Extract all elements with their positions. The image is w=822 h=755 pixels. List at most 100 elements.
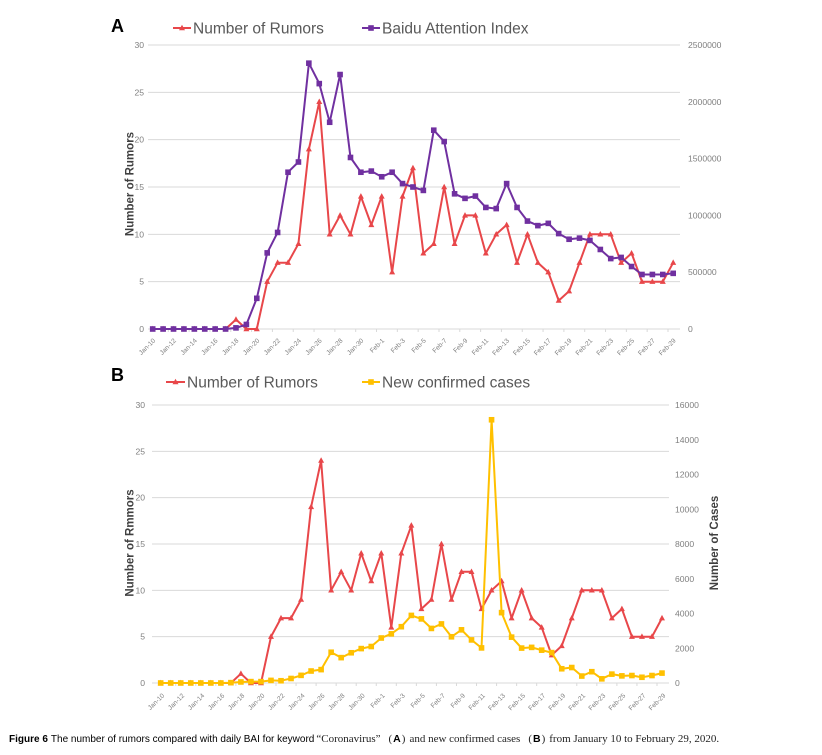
data-point-baidu-attention-index: [233, 325, 239, 331]
data-point-baidu-attention-index: [399, 180, 406, 187]
data-point-new-confirmed-cases: [448, 633, 455, 640]
data-point-number-of-rumors: [576, 259, 583, 265]
x-tick-label: Jan-18: [221, 337, 240, 356]
data-point-new-confirmed-cases: [609, 671, 615, 677]
y-tick-label-left: 5: [139, 277, 144, 287]
data-point-number-of-rumors: [545, 268, 552, 275]
data-point-baidu-attention-index: [430, 127, 437, 133]
data-point-new-confirmed-cases: [378, 635, 385, 641]
data-point-number-of-rumors: [638, 633, 645, 639]
x-tick-label: Feb-1: [370, 692, 387, 709]
data-point-number-of-rumors: [586, 231, 593, 237]
panel-label-a: A: [111, 16, 124, 36]
data-point-new-confirmed-cases: [568, 664, 575, 671]
chart-b: B Number of Rumors New confirmed cases N…: [111, 365, 721, 712]
data-point-new-confirmed-cases: [208, 680, 214, 686]
x-tick-label: Feb-11: [471, 337, 491, 357]
x-tick-label: Feb-13: [487, 692, 507, 712]
data-point-number-of-rumors: [243, 325, 250, 332]
data-point-number-of-rumors: [538, 624, 545, 630]
y-tick-label-right: 8000: [675, 539, 694, 549]
x-tick-label: Feb-13: [491, 337, 511, 357]
data-point-baidu-attention-index: [149, 326, 156, 332]
data-point-new-confirmed-cases: [629, 672, 635, 679]
y-tick-label-left: 20: [135, 493, 145, 503]
data-point-baidu-attention-index: [514, 204, 520, 211]
data-point-number-of-rumors: [534, 259, 541, 265]
data-point-new-confirmed-cases: [508, 634, 515, 640]
data-point-baidu-attention-index: [274, 229, 281, 236]
data-point-number-of-rumors: [508, 614, 515, 621]
data-point-new-confirmed-cases: [488, 416, 495, 423]
data-point-new-confirmed-cases: [558, 665, 565, 672]
data-point-number-of-rumors: [305, 145, 312, 152]
data-point-number-of-rumors: [649, 278, 656, 284]
x-tick-label: Feb-25: [608, 692, 628, 712]
data-point-number-of-rumors: [670, 259, 677, 265]
data-point-new-confirmed-cases: [318, 666, 324, 673]
plot-area-b: 0 5 10 15 20 25 30 0 2000 4000 6000 8000 10000 12000 1…: [135, 400, 699, 712]
y-tick-label-left: 15: [134, 182, 144, 192]
data-point-baidu-attention-index: [243, 321, 250, 328]
legend-a: Number of Rumors Baidu Attention Index: [173, 21, 529, 38]
x-tick-label: Jan-12: [167, 692, 186, 711]
data-point-baidu-attention-index: [597, 246, 604, 253]
y-tick-label-right: 6000: [675, 574, 694, 584]
x-tick-label: Jan-10: [147, 692, 166, 711]
data-point-new-confirmed-cases: [418, 616, 425, 622]
x-tick-label: Jan-18: [227, 692, 246, 711]
x-tick-label: Feb-29: [648, 692, 668, 712]
x-tick-label: Jan-24: [284, 337, 303, 356]
data-point-new-confirmed-cases: [157, 680, 164, 686]
series-baidu-attention-index: [149, 60, 676, 332]
x-tick-label: Feb-7: [430, 692, 447, 709]
data-point-baidu-attention-index: [524, 218, 531, 224]
data-point-number-of-rumors: [316, 98, 323, 104]
data-point-baidu-attention-index: [483, 204, 489, 211]
y-tick-label-left: 10: [134, 229, 144, 239]
panel-label-b: B: [111, 365, 124, 385]
data-point-number-of-rumors: [555, 297, 562, 303]
data-point-baidu-attention-index: [472, 193, 479, 199]
x-tick-label: Feb-25: [616, 337, 636, 357]
data-point-number-of-rumors: [597, 231, 604, 237]
data-point-number-of-rumors: [308, 503, 315, 510]
square-marker-icon: [368, 379, 374, 385]
x-tick-label: Feb-5: [411, 337, 428, 354]
x-tick-label: Feb-9: [452, 337, 469, 354]
data-point-baidu-attention-index: [337, 71, 343, 78]
x-tick-label: Feb-21: [575, 337, 595, 357]
caption-panel-a-ref: A: [393, 733, 401, 745]
data-point-number-of-rumors: [295, 240, 302, 246]
x-tick-label: Feb-11: [468, 692, 488, 712]
data-point-number-of-rumors: [438, 540, 445, 547]
data-point-baidu-attention-index: [628, 263, 635, 270]
data-point-new-confirmed-cases: [468, 637, 475, 643]
data-point-baidu-attention-index: [503, 180, 510, 187]
data-point-new-confirmed-cases: [298, 672, 304, 679]
data-point-baidu-attention-index: [347, 154, 354, 161]
x-tick-label: Feb-23: [588, 692, 608, 712]
x-tick-label: Feb-5: [410, 692, 427, 709]
data-point-number-of-rumors: [408, 522, 415, 528]
data-point-number-of-rumors: [628, 633, 635, 639]
data-point-number-of-rumors: [608, 614, 615, 621]
data-point-new-confirmed-cases: [308, 668, 314, 674]
data-point-number-of-rumors: [448, 596, 455, 602]
caption-paren-close: ): [401, 733, 406, 745]
data-point-baidu-attention-index: [201, 326, 208, 332]
x-tick-label: Feb-27: [637, 337, 657, 357]
data-point-baidu-attention-index: [420, 187, 427, 194]
data-point-new-confirmed-cases: [659, 670, 665, 676]
data-point-baidu-attention-index: [659, 271, 666, 278]
legend-label-rumors: Number of Rumors: [187, 375, 318, 392]
y-tick-label-left: 30: [134, 40, 144, 50]
data-point-new-confirmed-cases: [619, 673, 625, 679]
data-point-number-of-rumors: [420, 249, 427, 256]
data-point-baidu-attention-index: [306, 60, 312, 66]
data-point-new-confirmed-cases: [408, 612, 415, 619]
data-point-new-confirmed-cases: [398, 623, 405, 630]
y-tick-label-left: 25: [135, 446, 145, 456]
x-tick-label: Jan-16: [200, 337, 219, 356]
caption-paren-open: (: [388, 733, 393, 745]
